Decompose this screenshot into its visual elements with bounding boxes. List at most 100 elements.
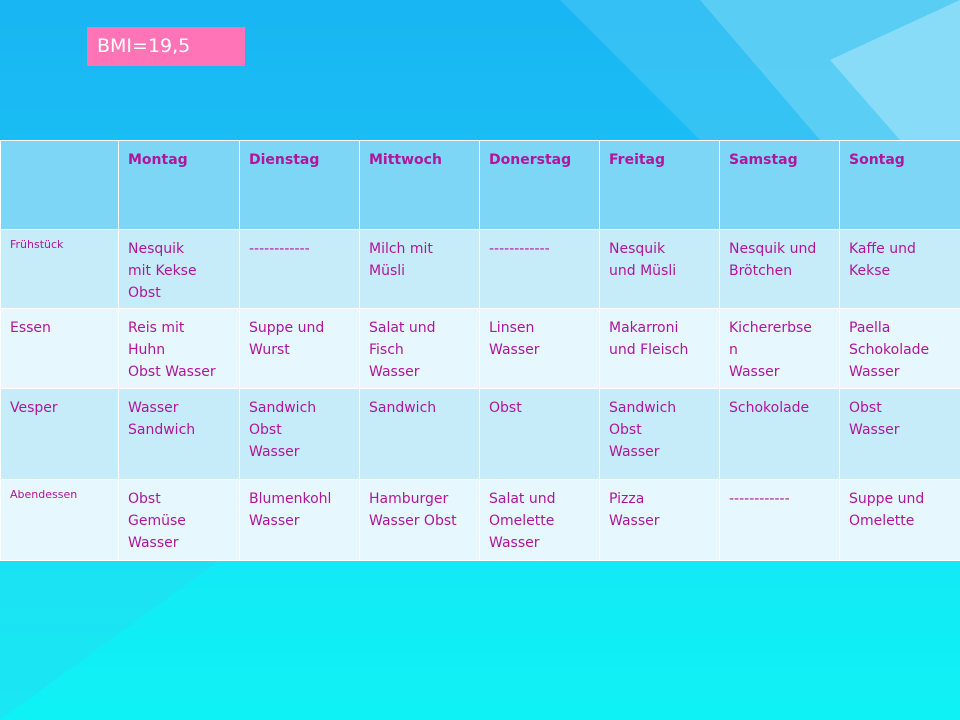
cell-line: ------------: [249, 241, 310, 257]
cell-samstag: ------------: [719, 478, 840, 562]
cell-line: Wasser: [609, 512, 660, 529]
cell-line: und Fleisch: [609, 342, 689, 359]
header-freitag: Freitag: [599, 140, 720, 230]
cell-line: Wasser: [128, 399, 179, 416]
cell-mittwoch: Sandwich: [359, 387, 480, 480]
cell-line: Linsen: [489, 320, 535, 337]
header-donerstag: Donerstag: [479, 140, 600, 230]
header-mittwoch: Mittwoch: [359, 140, 480, 230]
cell-montag: Nesquik mit Kekse Obst: [118, 228, 240, 310]
cell-line: n: [729, 342, 738, 359]
cell-line: Sandwich: [369, 399, 437, 416]
cell-line: Sandwich: [249, 399, 317, 416]
cell-line: Blumenkohl: [249, 490, 332, 507]
cell-line: Nesquik: [128, 241, 185, 257]
cell-line: ------------: [729, 490, 790, 507]
table-row: Frühstück Nesquik mit Kekse Obst -----------…: [0, 228, 960, 310]
cell-dienstag: Suppe und Wurst: [239, 308, 360, 389]
cell-donerstag: ------------: [479, 228, 600, 310]
cell-line: Sandwich: [609, 399, 677, 416]
table-row: Abendessen Obst Gemüse Wasser Blumenkohl Wass…: [0, 478, 960, 562]
cell-sontag: Suppe und Omelette: [839, 478, 960, 562]
cell-freitag: Makarroni und Fleisch: [599, 308, 720, 389]
cell-mittwoch: Milch mit Müsli: [359, 228, 480, 310]
cell-line: Paella: [849, 320, 891, 337]
cell-line: Pizza: [609, 490, 645, 507]
cell-line: Nesquik und: [729, 241, 817, 257]
cell-line: Schokolade: [849, 342, 930, 359]
row-label: Vesper: [0, 387, 119, 480]
cell-sontag: Obst Wasser: [839, 387, 960, 480]
header-corner: [0, 140, 119, 230]
cell-line: Wurst: [249, 342, 290, 359]
cell-line: Kekse: [849, 263, 891, 279]
cell-line: Fisch: [369, 342, 404, 359]
cell-mittwoch: Salat und Fisch Wasser: [359, 308, 480, 389]
cell-line: Kaffe und: [849, 241, 916, 257]
cell-line: Salat und: [489, 490, 556, 507]
cell-line: Obst: [128, 285, 161, 301]
cell-samstag: Schokolade: [719, 387, 840, 480]
cell-line: Salat und: [369, 320, 436, 337]
table-row: Essen Reis mit Huhn Obst Wasser Suppe und Wur…: [0, 308, 960, 389]
cell-line: ------------: [489, 241, 550, 257]
cell-line: Wasser: [249, 443, 300, 460]
cell-line: Kichererbse: [729, 320, 812, 337]
cell-line: Schokolade: [729, 399, 810, 416]
cell-line: Reis mit: [128, 320, 185, 337]
cell-line: Obst Wasser: [128, 364, 216, 381]
cell-line: Omelette: [489, 512, 555, 529]
cell-line: Wasser: [489, 342, 540, 359]
cell-line: Sandwich: [128, 421, 196, 438]
cell-line: Obst: [128, 490, 161, 507]
cell-donerstag: Salat und Omelette Wasser: [479, 478, 600, 562]
cell-mittwoch: Hamburger Wasser Obst: [359, 478, 480, 562]
bmi-badge: BMI=19,5: [87, 27, 245, 66]
cell-donerstag: Linsen Wasser: [479, 308, 600, 389]
cell-line: Obst: [489, 399, 522, 416]
cell-line: Wasser Obst: [369, 512, 457, 529]
cell-line: Huhn: [128, 342, 166, 359]
meal-plan-table: Montag Dienstag Mittwoch Donerstag Freit…: [0, 140, 960, 562]
cell-montag: Reis mit Huhn Obst Wasser: [118, 308, 240, 389]
cell-samstag: Kichererbse n Wasser: [719, 308, 840, 389]
cell-line: Müsli: [369, 263, 406, 279]
cell-montag: Obst Gemüse Wasser: [118, 478, 240, 562]
cell-donerstag: Obst: [479, 387, 600, 480]
cell-line: Milch mit: [369, 241, 433, 257]
row-label: Frühstück: [0, 228, 119, 310]
cell-line: Wasser: [369, 364, 420, 381]
header-montag: Montag: [118, 140, 240, 230]
cell-sontag: Paella Schokolade Wasser: [839, 308, 960, 389]
cell-montag: Wasser Sandwich: [118, 387, 240, 480]
cell-dienstag: ------------: [239, 228, 360, 310]
row-label: Essen: [0, 308, 119, 389]
cell-line: Wasser: [849, 421, 900, 438]
cell-line: Obst: [849, 399, 882, 416]
cell-line: Obst: [609, 421, 642, 438]
header-samstag: Samstag: [719, 140, 840, 230]
cell-freitag: Pizza Wasser: [599, 478, 720, 562]
cell-line: Wasser: [249, 512, 300, 529]
header-row: Montag Dienstag Mittwoch Donerstag Freit…: [0, 140, 960, 230]
cell-freitag: Sandwich Obst Wasser: [599, 387, 720, 480]
cell-freitag: Nesquik und Müsli: [599, 228, 720, 310]
header-sontag: Sontag: [839, 140, 960, 230]
row-label: Abendessen: [0, 478, 119, 562]
cell-line: Omelette: [849, 512, 915, 529]
cell-line: Wasser: [489, 534, 540, 551]
cell-line: Brötchen: [729, 263, 793, 279]
cell-dienstag: Blumenkohl Wasser: [239, 478, 360, 562]
cell-sontag: Kaffe und Kekse: [839, 228, 960, 310]
cell-line: Suppe und: [249, 320, 325, 337]
cell-samstag: Nesquik und Brötchen: [719, 228, 840, 310]
cell-line: Obst: [249, 421, 282, 438]
cell-line: Wasser: [849, 364, 900, 381]
cell-line: und Müsli: [609, 263, 677, 279]
cell-line: mit Kekse: [128, 263, 197, 279]
table-row: Vesper Wasser Sandwich Sandwich Obst Wasser Sa…: [0, 387, 960, 480]
cell-line: Gemüse: [128, 512, 186, 529]
header-dienstag: Dienstag: [239, 140, 360, 230]
cell-line: Nesquik: [609, 241, 666, 257]
